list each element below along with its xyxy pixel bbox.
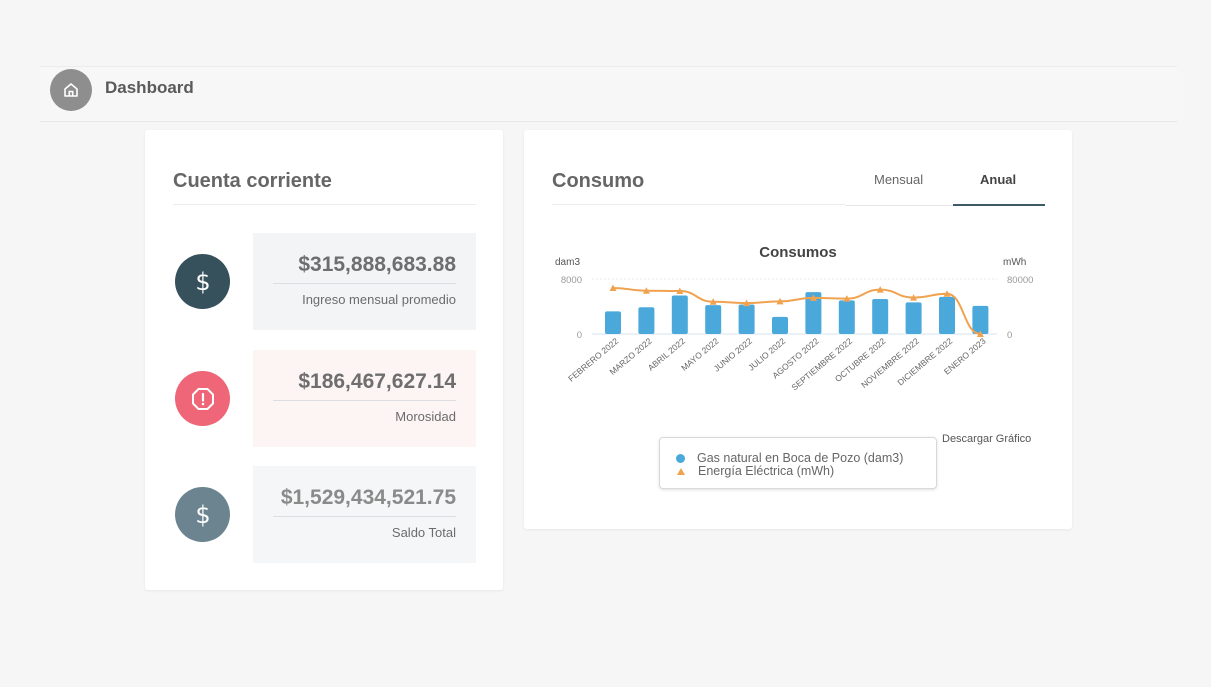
- chart-legend: Gas natural en Boca de Pozo (dam3) Energ…: [659, 437, 937, 489]
- consumo-title: Consumo: [552, 170, 645, 192]
- gas-bar-10: [939, 296, 955, 334]
- gas-bar-5: [772, 316, 788, 334]
- energia-point-11: [976, 330, 984, 337]
- saldo-value: $1,529,434,521.75: [280, 486, 456, 509]
- energia-point-7: [843, 295, 851, 302]
- title-divider: [552, 204, 846, 205]
- energia-point-4: [743, 299, 751, 307]
- cuenta-corriente-card: Cuenta corriente $ $315,888,683.88 Ingre…: [145, 130, 503, 590]
- energia-point-5: [776, 297, 784, 305]
- energia-point-3: [709, 298, 717, 305]
- stat-divider: [273, 400, 456, 401]
- download-chart-link[interactable]: Descargar Gráfico: [942, 433, 1032, 445]
- consumo-card: Consumo Mensual Anual Consumos dam3 mWh …: [524, 130, 1072, 529]
- energia-point-1: [642, 287, 650, 294]
- energia-line: [612, 286, 981, 335]
- legend-item-energia[interactable]: Energía Eléctrica (mWh): [676, 464, 834, 478]
- home-icon: [64, 83, 78, 97]
- svg-text:$: $: [195, 269, 210, 295]
- y-left-tick-0: 8000: [561, 275, 582, 286]
- cuenta-corriente-title: Cuenta corriente: [173, 170, 332, 192]
- saldo-stat-box: $1,529,434,521.75 Saldo Total: [253, 466, 476, 563]
- energia-point-8: [876, 286, 884, 293]
- saldo-dollar-icon: $: [175, 487, 230, 542]
- svg-text:$: $: [195, 502, 210, 528]
- gas-bar-6: [805, 292, 822, 334]
- energia-point-0: [609, 284, 617, 291]
- gas-bar-8: [872, 298, 889, 334]
- energia-point-6: [809, 294, 817, 301]
- y-right-axis-label: mWh: [1003, 257, 1026, 268]
- x-tick-label-7: SEPTIEMBRE 2022: [789, 336, 854, 393]
- legend-gas-label: Gas natural en Boca de Pozo (dam3): [697, 451, 904, 465]
- stat-divider: [273, 283, 456, 284]
- stat-divider: [273, 516, 456, 517]
- gas-bar-9: [905, 302, 922, 334]
- energia-point-9: [910, 294, 918, 301]
- morosidad-stat-box: $186,467,627.14 Morosidad: [253, 350, 476, 447]
- legend-gas-marker: [676, 453, 685, 463]
- y-left-tick-1: 0: [577, 330, 582, 341]
- x-tick-label-9: NOVIEMBRE 2022: [859, 336, 921, 390]
- tabs-divider: [846, 205, 953, 206]
- morosidad-label: Morosidad: [395, 409, 456, 424]
- y-left-axis-label: dam3: [555, 257, 580, 268]
- legend-item-gas[interactable]: Gas natural en Boca de Pozo (dam3): [676, 451, 903, 465]
- gas-bar-11: [972, 305, 989, 334]
- saldo-label: Saldo Total: [391, 525, 456, 540]
- legend-energia-label: Energía Eléctrica (mWh): [698, 464, 835, 478]
- page-header: Dashboard: [40, 66, 1177, 122]
- home-button[interactable]: [50, 69, 92, 111]
- active-tab-indicator: [953, 204, 1045, 206]
- morosidad-alert-octagon-icon: [175, 371, 230, 426]
- gas-bar-7: [838, 300, 855, 334]
- gas-bar-1: [638, 307, 655, 334]
- legend-energia-marker: [677, 467, 685, 475]
- energia-point-10: [943, 290, 951, 297]
- chart-title: Consumos: [759, 244, 837, 261]
- energia-point-2: [676, 287, 684, 295]
- tab-anual[interactable]: Anual: [980, 172, 1017, 187]
- tab-mensual[interactable]: Mensual: [874, 172, 924, 187]
- ingreso-stat-box: $315,888,683.88 Ingreso mensual promedio: [253, 233, 476, 330]
- ingreso-label: Ingreso mensual promedio: [302, 292, 456, 307]
- morosidad-value: $186,467,627.14: [298, 370, 456, 393]
- gas-bar-2: [671, 295, 688, 334]
- gas-bar-0: [605, 311, 621, 334]
- y-right-tick-0: 80000: [1007, 275, 1033, 286]
- title-divider: [173, 204, 476, 205]
- ingreso-dollar-icon: $: [175, 254, 230, 309]
- y-right-tick-1: 0: [1007, 330, 1012, 341]
- gas-bar-4: [738, 304, 755, 334]
- gas-bar-3: [705, 305, 722, 334]
- ingreso-value: $315,888,683.88: [298, 253, 456, 276]
- page-title: Dashboard: [105, 78, 194, 97]
